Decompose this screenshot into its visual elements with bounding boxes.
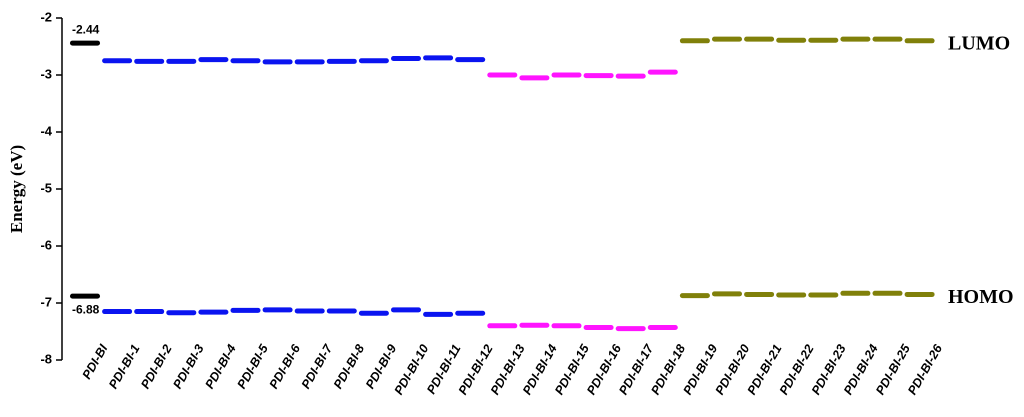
x-tick-label: PDI-BI <box>80 342 111 382</box>
y-tick-label: -2 <box>40 9 52 24</box>
level-bar <box>134 309 165 315</box>
level-bar <box>519 75 550 81</box>
y-tick-label: -7 <box>40 294 52 309</box>
level-bar <box>326 308 357 314</box>
level-bar <box>583 73 614 79</box>
y-tick-label: -5 <box>40 180 52 195</box>
level-bar <box>872 290 903 296</box>
y-tick-label: -3 <box>40 66 52 81</box>
level-bar <box>776 37 807 43</box>
level-bar <box>166 58 197 64</box>
level-bar <box>744 291 775 297</box>
level-bar <box>712 36 742 42</box>
level-bar <box>70 40 100 46</box>
level-bar <box>647 69 678 75</box>
level-bar <box>391 307 421 313</box>
level-bar <box>358 58 389 64</box>
level-bar <box>294 59 325 65</box>
level-bar <box>102 309 133 315</box>
level-bar <box>262 307 293 313</box>
level-bar <box>808 37 839 43</box>
level-bar <box>455 310 486 316</box>
y-axis-label: Energy (eV) <box>7 145 26 233</box>
level-bar <box>679 293 710 299</box>
x-tick-label: PDI-BI-3 <box>170 342 206 391</box>
level-bar <box>808 292 839 298</box>
level-bar <box>904 38 935 44</box>
level-bar <box>102 58 133 64</box>
level-bar <box>198 309 229 315</box>
y-tick-label: -8 <box>40 351 52 366</box>
y-tick-label: -6 <box>40 237 52 252</box>
level-bar <box>872 36 903 42</box>
level-bar <box>551 72 582 78</box>
x-tick-label: PDI-BI-8 <box>331 342 367 391</box>
level-bar <box>583 325 614 331</box>
level-bar <box>679 38 710 44</box>
level-bar <box>198 57 229 63</box>
x-tick-label: PDI-BI-4 <box>202 342 238 391</box>
level-bar <box>487 72 518 78</box>
level-bar <box>776 292 807 298</box>
level-bar <box>262 59 293 65</box>
level-bar <box>294 308 325 314</box>
level-bar <box>70 293 100 299</box>
level-bar <box>391 55 421 61</box>
y-tick-label: -4 <box>40 123 52 138</box>
level-bar <box>615 73 646 79</box>
level-bar <box>455 57 486 63</box>
level-bar <box>840 36 871 42</box>
level-bar <box>840 290 871 296</box>
x-tick-label: PDI-BI-1 <box>106 342 142 391</box>
level-bar <box>423 311 454 317</box>
level-bar <box>230 58 261 64</box>
value-label: -2.44 <box>72 22 100 36</box>
level-bar <box>904 291 935 297</box>
level-bar <box>487 323 518 329</box>
level-bar <box>230 307 261 313</box>
series-label: HOMO <box>948 286 1014 308</box>
level-bar <box>647 325 678 331</box>
x-tick-label: PDI-BI-9 <box>363 342 399 391</box>
level-bar <box>519 322 550 328</box>
level-bar <box>615 326 646 332</box>
level-bar <box>358 310 389 316</box>
level-bar <box>166 310 197 316</box>
value-label: -6.88 <box>72 302 100 316</box>
level-bar <box>744 36 775 42</box>
level-bar <box>712 291 742 297</box>
series-label: LUMO <box>948 32 1010 54</box>
x-tick-label: PDI-BI-2 <box>138 342 174 391</box>
level-bar <box>326 58 357 64</box>
level-bar <box>423 55 454 61</box>
level-bar <box>134 58 165 64</box>
level-bar <box>551 323 582 329</box>
